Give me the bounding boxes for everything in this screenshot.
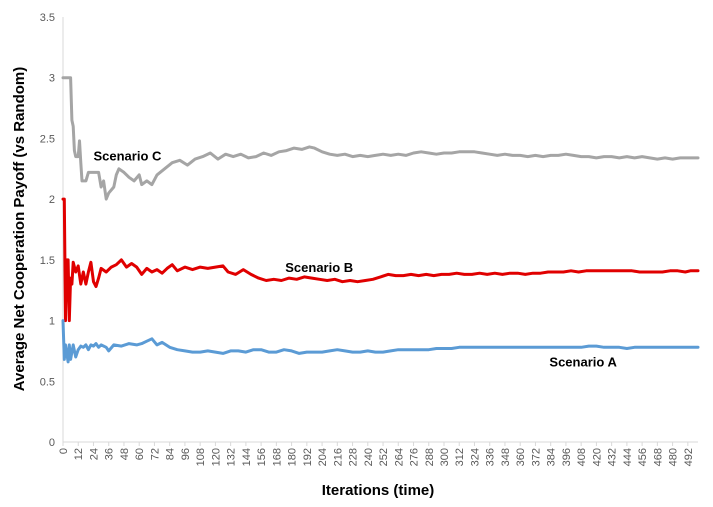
x-tick-label: 60 (134, 448, 146, 460)
x-tick-label: 396 (561, 448, 573, 466)
x-tick-label: 264 (393, 448, 405, 466)
x-tick-label: 252 (378, 448, 390, 466)
scenario-b-line (61, 197, 700, 323)
x-tick-label: 24 (88, 448, 100, 460)
x-tick-label: 180 (287, 448, 299, 466)
y-tick-label: 2.5 (40, 133, 55, 145)
x-tick-label: 456 (637, 448, 649, 466)
x-tick-label: 324 (469, 448, 481, 466)
scenario-c-line (61, 76, 700, 201)
x-tick-label: 192 (302, 448, 314, 466)
y-tick-label: 0.5 (40, 376, 55, 388)
x-tick-label: 72 (149, 448, 161, 460)
scenario-a-label: Scenario A (549, 355, 617, 370)
scenario-b-label: Scenario B (285, 260, 353, 275)
x-tick-label: 432 (607, 448, 619, 466)
x-tick-label: 240 (363, 448, 375, 466)
x-tick-label: 156 (256, 448, 268, 466)
x-tick-label: 348 (500, 448, 512, 466)
x-tick-label: 216 (332, 448, 344, 466)
x-tick-label: 48 (119, 448, 131, 460)
x-tick-label: 444 (622, 448, 634, 466)
x-tick-label: 336 (485, 448, 497, 466)
x-tick-label: 384 (546, 448, 558, 466)
y-tick-labels: 0 0.5 1 1.5 2 2.5 3 3.5 (40, 12, 55, 449)
x-tick-label: 108 (195, 448, 207, 466)
x-tick-label: 276 (409, 448, 421, 466)
x-tick-label: 312 (454, 448, 466, 466)
x-tick-label: 84 (165, 448, 177, 460)
x-tick-labels: 0 12 24 36 48 60 72 84 96 108 120 132 144 156 168 180 19… (58, 448, 695, 466)
x-tick-label: 408 (576, 448, 588, 466)
series-lines (61, 76, 700, 364)
y-tick-label: 3 (49, 73, 55, 85)
y-tick-label: 0 (49, 437, 55, 449)
x-tick-label: 360 (515, 448, 527, 466)
y-tick-label: 2 (49, 194, 55, 206)
y-tick-label: 1.5 (40, 255, 55, 267)
y-tick-label: 1 (49, 316, 55, 328)
axes (62, 17, 698, 446)
y-axis-title: Average Net Cooperation Payoff (vs Rando… (11, 67, 28, 392)
scenario-a-line (61, 319, 700, 364)
x-tick-label: 300 (439, 448, 451, 466)
x-tick-label: 468 (652, 448, 664, 466)
x-tick-label: 480 (668, 448, 680, 466)
y-tick-label: 3.5 (40, 12, 55, 24)
scenario-c-label: Scenario C (93, 148, 162, 163)
x-tick-label: 168 (271, 448, 283, 466)
x-tick-label: 144 (241, 448, 253, 466)
x-tick-label: 372 (530, 448, 542, 466)
x-tick-label: 36 (104, 448, 116, 460)
series-labels: Scenario C Scenario B Scenario A (93, 148, 617, 369)
x-tick-label: 96 (180, 448, 192, 460)
x-tick-label: 288 (424, 448, 436, 466)
x-tick-label: 0 (58, 448, 70, 454)
x-tick-label: 120 (210, 448, 222, 466)
x-tick-label: 228 (348, 448, 360, 466)
x-tick-label: 204 (317, 448, 329, 466)
x-tick-label: 492 (683, 448, 695, 466)
x-axis-title: Iterations (time) (322, 482, 435, 499)
x-tick-label: 420 (591, 448, 603, 466)
x-tick-label: 12 (73, 448, 85, 460)
x-tick-label: 132 (226, 448, 238, 466)
